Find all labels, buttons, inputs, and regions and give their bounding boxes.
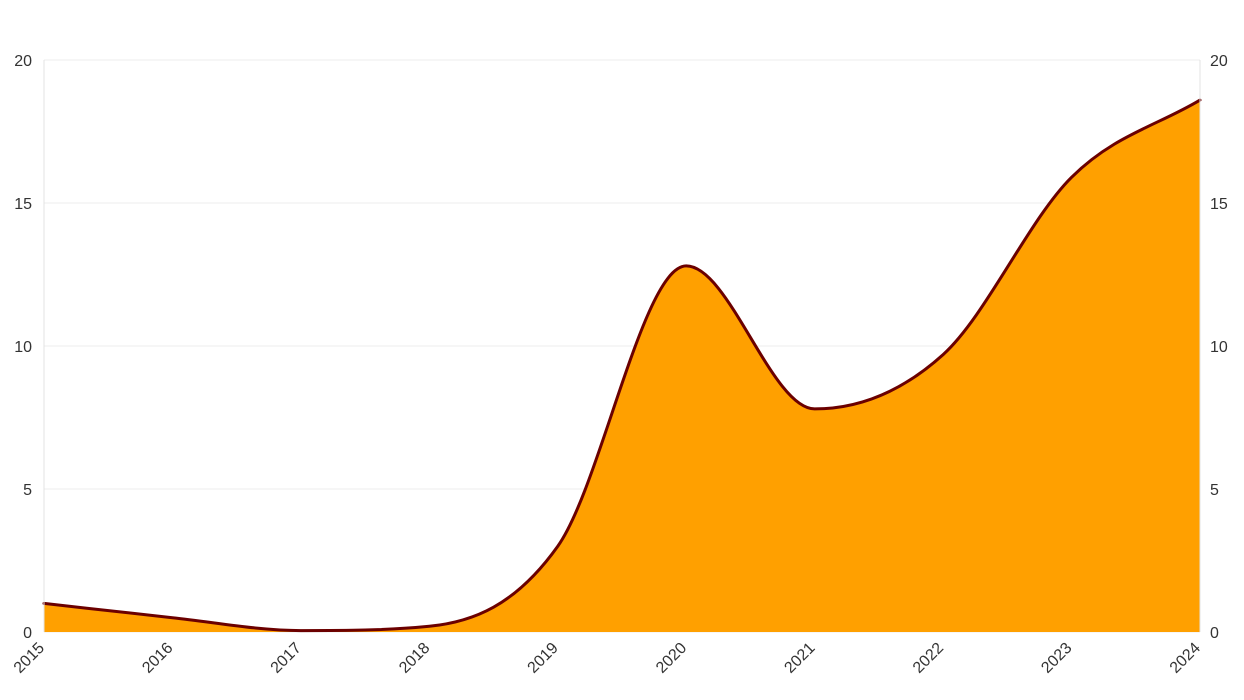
x-tick-2020: 2020 [653, 640, 690, 677]
y-tick-right-5: 5 [1210, 482, 1219, 499]
x-tick-2021: 2021 [781, 640, 818, 677]
y-tick-left-15: 15 [14, 196, 32, 213]
area-series [42, 98, 1202, 633]
x-tick-2015: 2015 [11, 640, 48, 677]
x-tick-2018: 2018 [396, 640, 433, 677]
y-axis-right-ticks: 0 5 10 15 20 [1210, 53, 1228, 642]
y-tick-right-10: 10 [1210, 339, 1228, 356]
y-tick-left-10: 10 [14, 339, 32, 356]
x-tick-2019: 2019 [525, 640, 562, 677]
x-tick-2016: 2016 [139, 640, 176, 677]
y-tick-left-20: 20 [14, 53, 32, 70]
x-tick-2022: 2022 [910, 640, 947, 677]
axes [43, 60, 1201, 632]
y-tick-right-15: 15 [1210, 196, 1228, 213]
y-tick-right-20: 20 [1210, 53, 1228, 70]
y-tick-left-0: 0 [23, 625, 32, 642]
y-axis-left-ticks: 0 5 10 15 20 [14, 53, 32, 642]
x-tick-2024: 2024 [1167, 640, 1204, 677]
x-tick-2023: 2023 [1038, 640, 1075, 677]
y-tick-left-5: 5 [23, 482, 32, 499]
series-line [42, 98, 1202, 633]
y-tick-right-0: 0 [1210, 625, 1219, 642]
x-tick-2017: 2017 [268, 640, 305, 677]
area-fill [44, 100, 1200, 633]
x-axis-ticks: 2015 2016 2017 2018 2019 2020 2021 2022 2023 2024 [11, 640, 1204, 677]
